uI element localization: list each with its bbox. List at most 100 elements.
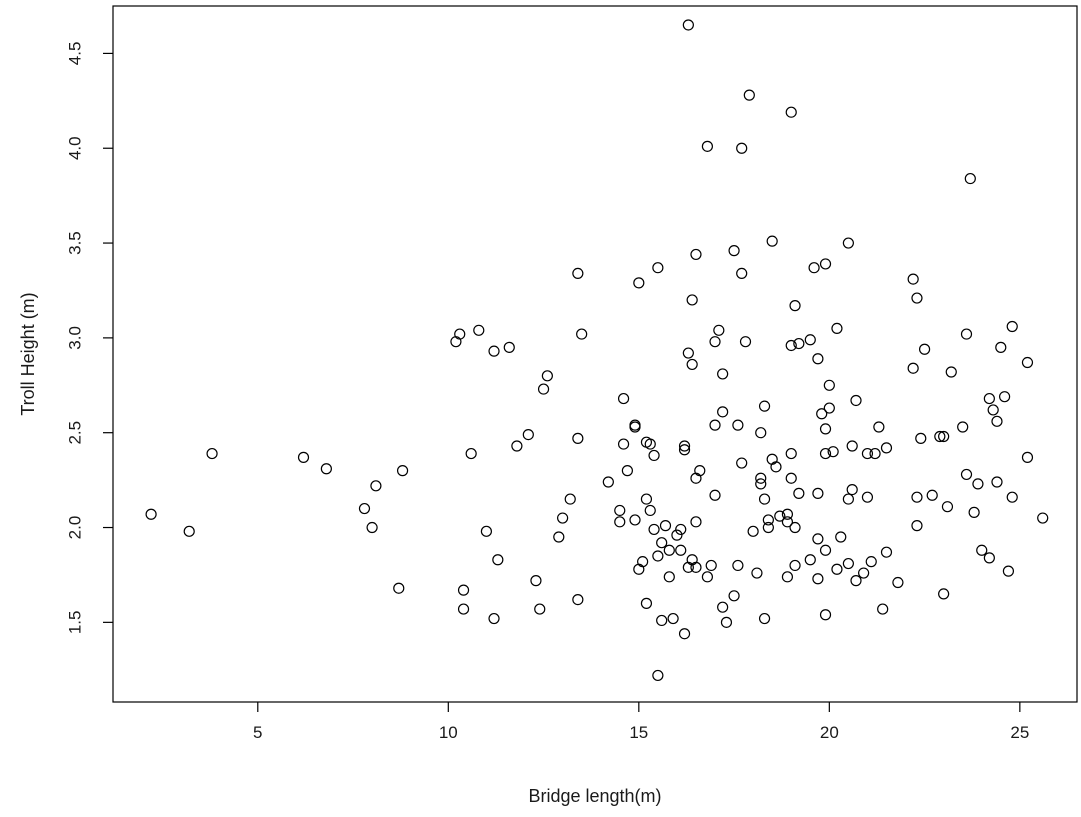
data-point (659, 520, 672, 532)
data-point (1021, 356, 1034, 369)
data-point (1006, 320, 1018, 333)
data-point (1037, 512, 1049, 524)
y-tick-label: 4.5 (66, 42, 85, 66)
data-point (492, 554, 504, 566)
data-point (717, 368, 729, 380)
data-point (819, 258, 832, 270)
data-point (758, 493, 771, 505)
data-point (819, 544, 832, 556)
data-point (671, 529, 683, 541)
data-point (918, 343, 931, 355)
data-point (652, 669, 664, 682)
data-point (892, 576, 904, 589)
data-point (785, 447, 797, 460)
data-point (396, 465, 409, 477)
y-tick-label: 4.0 (66, 136, 85, 160)
data-point (934, 430, 946, 443)
data-point (846, 440, 858, 452)
data-point (564, 493, 576, 505)
data-point (503, 341, 515, 353)
data-point (755, 427, 767, 439)
data-point (686, 294, 698, 306)
data-point (183, 525, 195, 537)
data-point (656, 614, 668, 627)
data-point (701, 140, 714, 152)
data-point (991, 476, 1003, 488)
data-point (728, 245, 740, 257)
x-axis-label: Bridge length(m) (528, 786, 661, 806)
x-tick-label: 15 (629, 723, 648, 742)
x-tick-label: 10 (439, 723, 458, 742)
y-tick-label: 1.5 (66, 611, 85, 635)
data-point (728, 590, 740, 602)
data-point (690, 516, 702, 528)
data-point (873, 421, 885, 433)
data-point (297, 451, 310, 463)
data-point (572, 432, 584, 444)
data-point (713, 324, 725, 336)
data-point (819, 609, 832, 621)
data-point (717, 406, 729, 418)
data-point (530, 575, 542, 587)
data-point (793, 337, 805, 350)
data-point (850, 575, 862, 587)
data-point (812, 487, 824, 499)
data-point (770, 461, 782, 473)
data-point (644, 438, 656, 450)
data-point (1006, 491, 1018, 503)
data-point (869, 447, 881, 460)
data-point (572, 267, 584, 280)
data-point (457, 584, 470, 596)
data-point (960, 328, 973, 340)
data-point (999, 391, 1011, 403)
data-point (732, 419, 744, 431)
data-point (678, 444, 691, 456)
data-point (457, 603, 470, 615)
data-point (758, 400, 771, 412)
data-point (709, 419, 721, 431)
data-point (732, 559, 744, 572)
data-point (576, 328, 588, 340)
data-point (465, 447, 477, 460)
x-tick-label: 25 (1010, 723, 1029, 742)
data-point (614, 504, 626, 517)
data-point (812, 573, 824, 585)
y-tick-label: 3.0 (66, 326, 85, 350)
data-point (690, 248, 702, 261)
data-point (758, 612, 771, 625)
data-point (789, 559, 801, 572)
data-point (846, 483, 858, 496)
data-point (366, 521, 378, 534)
data-point (755, 478, 767, 490)
data-point (648, 523, 660, 536)
data-point (995, 341, 1007, 353)
data-point (541, 370, 553, 382)
data-point (145, 508, 157, 520)
data-point (640, 493, 653, 505)
x-axis: 5 10 15 20 25 (253, 702, 1029, 742)
data-point (644, 504, 656, 517)
data-point (865, 556, 877, 568)
data-point (785, 339, 797, 352)
data-point (701, 571, 714, 583)
data-point (663, 571, 675, 583)
data-point (709, 489, 721, 501)
data-point (743, 89, 755, 101)
data-point (781, 571, 794, 583)
data-point (678, 628, 691, 640)
data-point (690, 561, 702, 573)
data-point (858, 567, 870, 579)
data-point (941, 501, 954, 513)
data-point (1021, 451, 1034, 463)
x-tick-label: 5 (253, 723, 262, 742)
data-point (976, 544, 988, 556)
data-point (938, 430, 950, 443)
data-point (663, 544, 675, 556)
data-point (819, 447, 832, 460)
data-point (736, 267, 748, 280)
data-point (812, 353, 824, 365)
data-point (682, 19, 694, 31)
data-point (652, 550, 664, 562)
data-point (682, 347, 694, 359)
